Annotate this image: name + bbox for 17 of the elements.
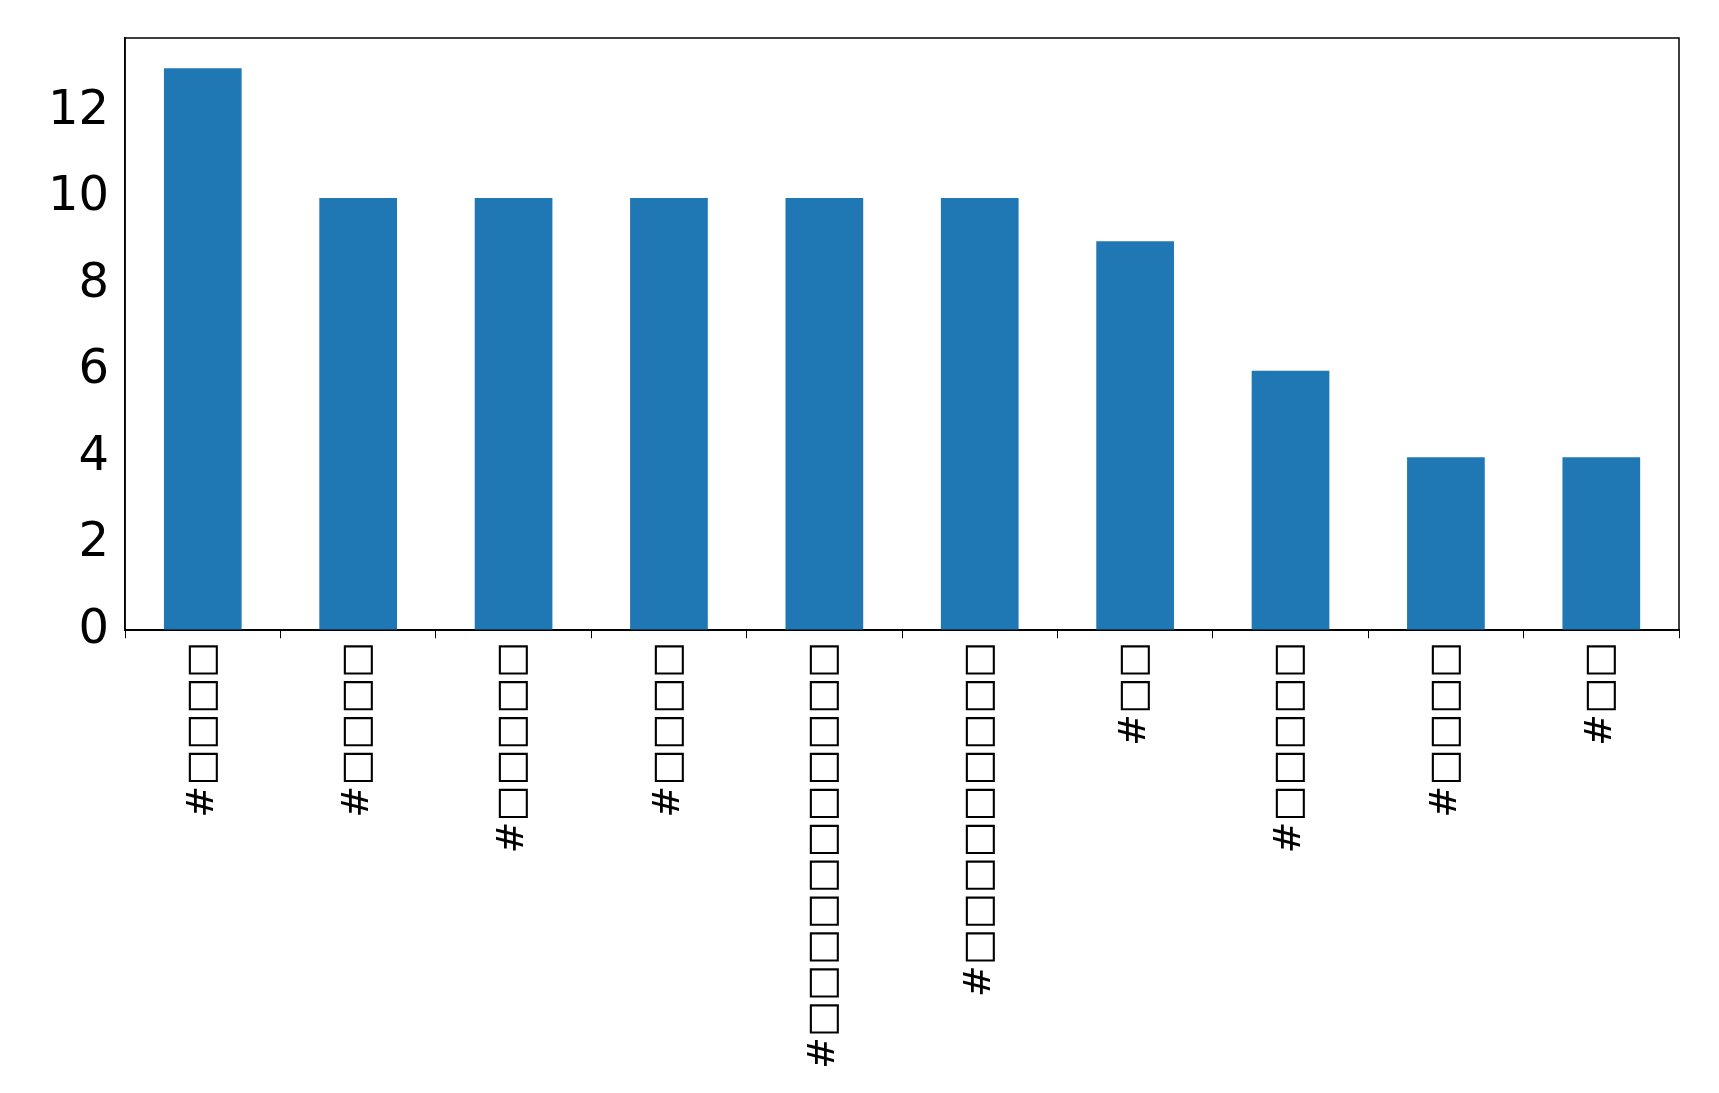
x-tick-label: #□□□□□□□□□□□ <box>799 642 844 1069</box>
x-tick-label: #□□ <box>1110 642 1154 746</box>
x-tick-label: #□□□□ <box>177 642 222 818</box>
y-tick-label: 6 <box>78 338 110 395</box>
x-tick-label: #□□ <box>1576 642 1621 746</box>
x-tick-label: #□□□□ <box>333 642 378 818</box>
y-tick-label: 12 <box>48 78 110 135</box>
x-tick-label: #□□□□□ <box>488 642 533 854</box>
x-tick-label: #□□□□ <box>643 642 688 818</box>
y-tick-label: 2 <box>78 511 110 568</box>
y-tick-label: 4 <box>78 424 110 481</box>
x-tick-label: #□□□□ <box>1420 642 1465 818</box>
y-tick-label: 8 <box>78 251 110 308</box>
x-tick-label: #□□□□□□□□□ <box>954 642 999 998</box>
y-tick-label: 0 <box>78 597 110 654</box>
y-tick-label: 10 <box>48 165 110 222</box>
x-tick-label: #□□□□□ <box>1265 642 1310 854</box>
